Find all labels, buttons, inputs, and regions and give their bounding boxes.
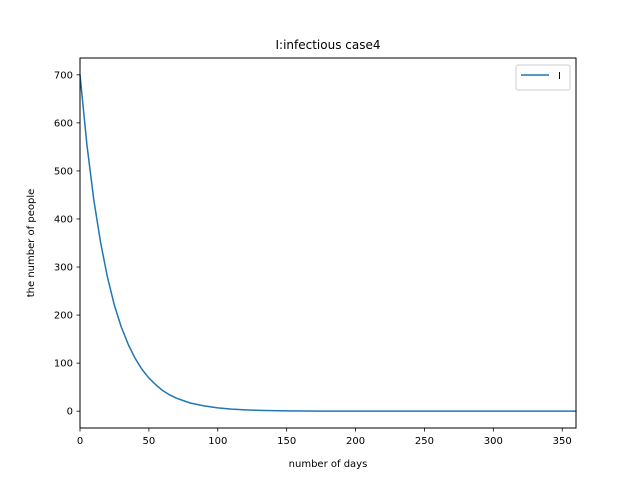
x-tick-label: 300 bbox=[484, 436, 503, 447]
y-tick-label: 400 bbox=[54, 214, 73, 225]
y-tick-label: 600 bbox=[54, 118, 73, 129]
chart-title: I:infectious case4 bbox=[276, 38, 381, 52]
x-tick-label: 100 bbox=[208, 436, 227, 447]
legend: I bbox=[515, 64, 571, 91]
plot-frame bbox=[79, 57, 577, 429]
y-axis: 0 100 200 300 400 500 600 700 bbox=[54, 70, 80, 418]
y-axis-label: the number of people bbox=[26, 189, 37, 298]
x-tick-label: 150 bbox=[277, 436, 296, 447]
x-tick-label: 200 bbox=[346, 436, 365, 447]
x-tick-label: 0 bbox=[77, 436, 83, 447]
series-line-I bbox=[79, 74, 577, 412]
y-tick-label: 100 bbox=[54, 359, 73, 370]
legend-box bbox=[515, 64, 571, 91]
x-tick-label: 50 bbox=[143, 436, 156, 447]
y-tick-label: 200 bbox=[54, 311, 73, 322]
x-axis-label: number of days bbox=[289, 459, 368, 470]
y-tick-label: 500 bbox=[54, 166, 73, 177]
y-tick-label: 300 bbox=[54, 263, 73, 274]
y-tick-label: 700 bbox=[54, 70, 73, 81]
y-tick-label: 0 bbox=[67, 407, 73, 418]
x-axis: 0 50 100 150 200 250 300 350 bbox=[77, 428, 572, 447]
x-tick-label: 350 bbox=[553, 436, 572, 447]
x-tick-label: 250 bbox=[415, 436, 434, 447]
legend-label-I: I bbox=[558, 71, 561, 82]
plot-area bbox=[79, 74, 577, 412]
